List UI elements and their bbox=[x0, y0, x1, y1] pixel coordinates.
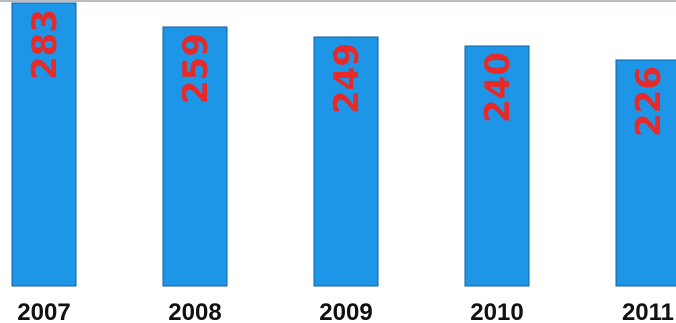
tick-label-2010: 2010 bbox=[470, 299, 523, 323]
bar-2007 bbox=[11, 2, 77, 287]
data-label-2008: 259 bbox=[176, 33, 216, 104]
data-labels-layer: 283 259 249 240 226 bbox=[25, 9, 669, 137]
bar-2008 bbox=[162, 26, 228, 287]
tick-label-2007: 2007 bbox=[17, 299, 70, 323]
bar-2010 bbox=[464, 45, 530, 287]
data-label-2009: 249 bbox=[327, 43, 367, 114]
data-label-2010: 240 bbox=[478, 52, 518, 123]
tick-label-2009: 2009 bbox=[319, 299, 372, 323]
tick-label-2011: 2011 bbox=[622, 299, 674, 323]
bars-layer bbox=[11, 2, 676, 287]
bar-2011 bbox=[615, 59, 676, 287]
tick-label-2008: 2008 bbox=[168, 299, 221, 323]
bar-2009 bbox=[313, 36, 379, 287]
x-axis-tick-labels: 2007 2008 2009 2010 2011 bbox=[17, 299, 674, 323]
data-label-2007: 283 bbox=[25, 9, 65, 80]
data-label-2011: 226 bbox=[629, 66, 669, 137]
